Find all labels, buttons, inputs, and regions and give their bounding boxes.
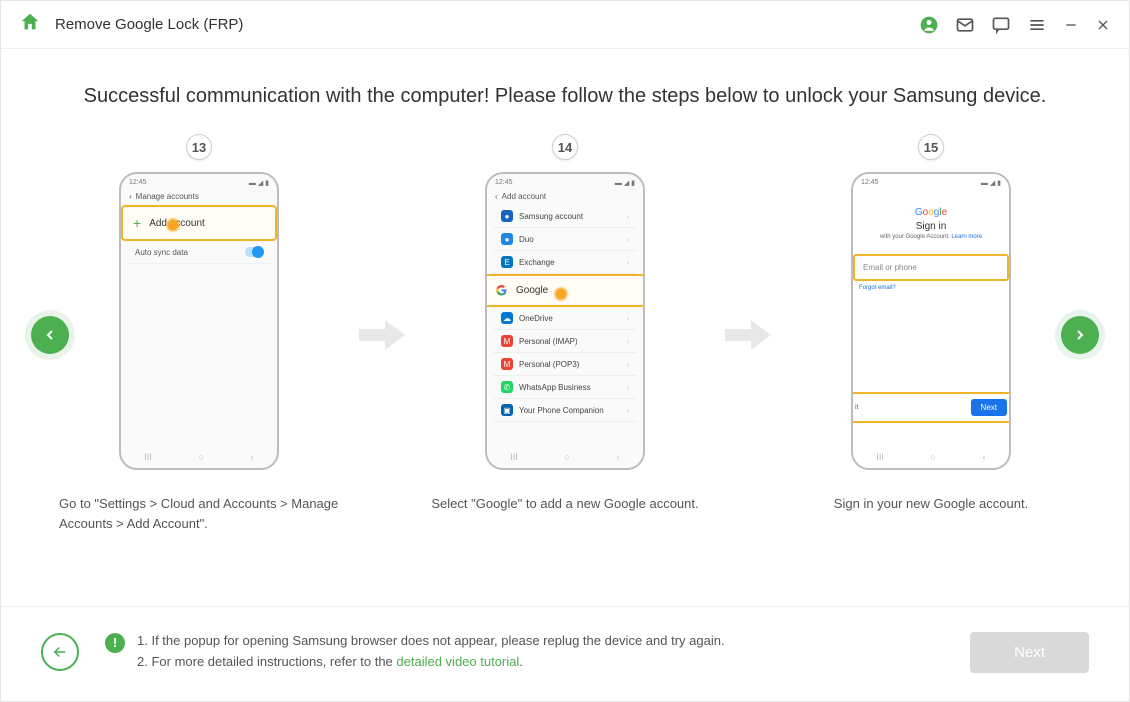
tutorial-link[interactable]: detailed video tutorial [396,654,519,669]
next-button-highlight: it Next [851,392,1011,423]
footer-notes: ! 1. If the popup for opening Samsung br… [105,631,725,673]
list-item: MPersonal (POP3)› [493,353,637,376]
mail-icon[interactable] [955,15,975,35]
phone-mock-14: 12:45▬ ◢ ▮ ‹Add account ●Samsung account… [485,172,645,470]
menu-icon[interactable] [1027,15,1047,35]
step-14: 14 12:45▬ ◢ ▮ ‹Add account ●Samsung acco… [425,134,705,536]
list-item: ●Duo› [493,228,637,251]
google-highlight: Google [485,274,645,307]
step-number: 13 [186,134,212,160]
email-input-highlight: Email or phone [853,254,1009,281]
phone-mock-15: 12:45▬ ◢ ▮ Google Sign in with your Goog… [851,172,1011,470]
back-button[interactable] [41,633,79,671]
info-icon: ! [105,633,125,653]
arrow-icon [359,317,405,353]
step-caption: Sign in your new Google account. [834,494,1028,536]
minimize-button[interactable] [1063,17,1079,33]
arrow-icon [725,317,771,353]
next-step-button[interactable] [1061,316,1099,354]
list-item: MPersonal (IMAP)› [493,330,637,353]
next-button[interactable]: Next [970,632,1089,673]
home-icon[interactable] [19,11,41,38]
app-title: Remove Google Lock (FRP) [55,16,243,33]
feedback-icon[interactable] [991,15,1011,35]
step-caption: Select "Google" to add a new Google acco… [431,494,698,536]
list-item: EExchange› [493,251,637,274]
step-number: 15 [918,134,944,160]
list-item: ☁OneDrive› [493,307,637,330]
prev-step-button[interactable] [31,316,69,354]
page-heading: Successful communication with the comput… [1,49,1129,134]
step-number: 14 [552,134,578,160]
add-account-highlight: + Add account [121,205,277,241]
toggle-icon [245,247,263,257]
close-button[interactable] [1095,17,1111,33]
list-item: ●Samsung account› [493,205,637,228]
list-item: ✆WhatsApp Business› [493,376,637,399]
step-caption: Go to "Settings > Cloud and Accounts > M… [59,494,339,536]
step-15: 15 12:45▬ ◢ ▮ Google Sign in with your G… [791,134,1071,536]
account-icon[interactable] [919,15,939,35]
list-item: ▣Your Phone Companion› [493,399,637,422]
step-13: 13 12:45▬ ◢ ▮ ‹Manage accounts + Add acc… [59,134,339,536]
phone-mock-13: 12:45▬ ◢ ▮ ‹Manage accounts + Add accoun… [119,172,279,470]
